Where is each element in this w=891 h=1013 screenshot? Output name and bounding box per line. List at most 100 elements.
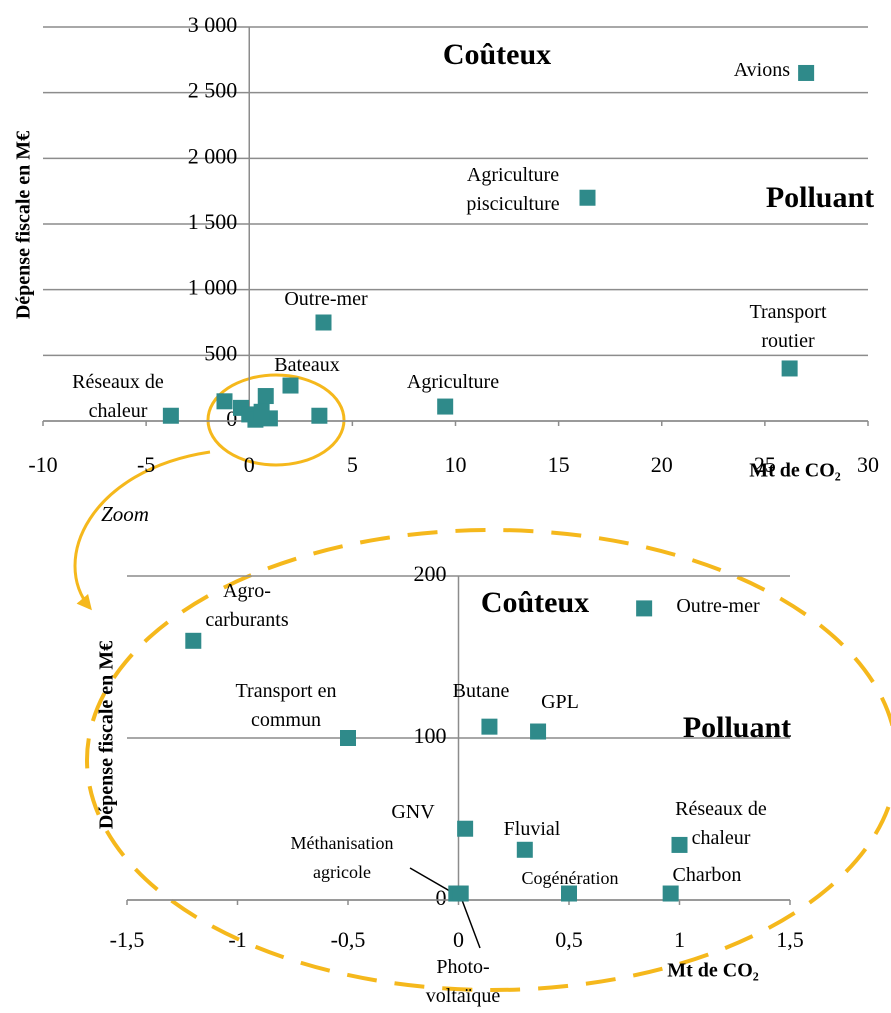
point-label-line: GPL xyxy=(541,691,579,713)
point-label-line: Réseaux de xyxy=(675,798,767,820)
point-label: Outre-mer xyxy=(284,288,368,310)
point xyxy=(781,360,798,377)
point-label-line: Fluvial xyxy=(504,818,561,840)
point xyxy=(340,730,356,746)
point-label-line: carburants xyxy=(205,609,289,631)
point-label-line: routier xyxy=(761,330,815,352)
point xyxy=(315,314,332,331)
point-label-line: Avions xyxy=(734,59,791,81)
point-label-line: Charbon xyxy=(673,864,742,886)
point xyxy=(185,632,202,649)
point-label: Butane xyxy=(453,680,510,702)
point xyxy=(437,398,454,415)
y-tick-label: 1 000 xyxy=(188,275,238,300)
annotation: Polluant xyxy=(766,181,874,214)
point-label-line: Agro- xyxy=(223,580,271,602)
x-tick-label: -0,5 xyxy=(331,927,366,952)
x-tick-label: -10 xyxy=(28,452,57,477)
point xyxy=(257,388,274,405)
x-tick-label: 5 xyxy=(347,452,358,477)
point xyxy=(516,841,533,858)
x-tick-label: -5 xyxy=(137,452,155,477)
point-label-line: Réseaux de xyxy=(72,371,164,393)
y-axis-title: Dépense fiscale en M€ xyxy=(13,131,35,319)
y-tick-label: 2 500 xyxy=(188,78,238,103)
point-label-line: Butane xyxy=(453,680,510,702)
point-label-line: Transport en xyxy=(236,680,337,702)
annotation: Coûteux xyxy=(481,586,589,619)
x-tick-label: 0 xyxy=(453,927,464,952)
x-tick-label: 15 xyxy=(548,452,570,477)
x-tick-label: 30 xyxy=(857,452,879,477)
point xyxy=(216,393,233,410)
x-tick-label: 0,5 xyxy=(555,927,583,952)
point-label: Cogénération xyxy=(522,868,619,888)
x-axis-title: Mt de CO₂ xyxy=(749,460,841,482)
point-label-line: Agriculture xyxy=(467,164,559,186)
point xyxy=(282,377,299,394)
point-label: Photo-voltaïque xyxy=(426,956,501,1007)
x-tick-label: 1 xyxy=(674,927,685,952)
point-label-line: Agriculture xyxy=(407,371,499,393)
x-tick-label: 20 xyxy=(651,452,673,477)
point xyxy=(579,189,596,206)
annotation: Polluant xyxy=(683,711,791,744)
point xyxy=(662,885,679,902)
zoom-label: Zoom xyxy=(101,502,149,526)
zoom-ellipse xyxy=(206,373,346,467)
point-label-line: chaleur xyxy=(89,400,148,422)
point xyxy=(671,836,688,853)
point-label-line: agricole xyxy=(313,862,371,882)
point-label: Réseaux de chaleur xyxy=(72,371,164,422)
y-tick-label: 2 000 xyxy=(188,143,238,168)
point-label: Transport routier xyxy=(749,301,826,352)
point xyxy=(798,64,815,81)
zoom-arrow xyxy=(73,450,211,611)
annotation: Coûteux xyxy=(443,38,551,71)
x-tick-label: -1 xyxy=(228,927,246,952)
y-tick-label: 0 xyxy=(226,406,237,431)
y-tick-label: 500 xyxy=(204,340,237,365)
point-label-line: Transport xyxy=(749,301,826,323)
y-tick-label: 100 xyxy=(414,723,447,748)
point-label: Transport en commun xyxy=(236,680,337,731)
point xyxy=(561,885,577,902)
point xyxy=(162,407,179,424)
point-label: Méthanisation agricole xyxy=(291,833,394,882)
point-label-line: GNV xyxy=(391,801,435,823)
point xyxy=(481,718,498,735)
y-axis-title: Dépense fiscale en M€ xyxy=(96,641,118,829)
y-tick-label: 1 500 xyxy=(188,209,238,234)
point xyxy=(311,407,328,424)
point-label-line: Photo- xyxy=(436,956,489,978)
point-label: Charbon xyxy=(673,864,742,886)
point xyxy=(530,723,547,740)
point-label-line: commun xyxy=(251,709,321,731)
x-tick-label: 1,5 xyxy=(776,927,804,952)
y-tick-label: 3 000 xyxy=(188,12,238,37)
y-tick-label: 0 xyxy=(436,885,447,910)
x-tick-label: 10 xyxy=(445,452,467,477)
point-label-line: Cogénération xyxy=(522,868,619,888)
point-label: Avions xyxy=(734,59,791,81)
point-label: Bateaux xyxy=(274,354,340,376)
zoom-area xyxy=(85,528,891,992)
point-label: Fluvial xyxy=(504,818,561,840)
leader-line xyxy=(461,899,481,949)
x-axis-title: Mt de CO₂ xyxy=(667,960,759,982)
point xyxy=(457,820,474,837)
point-label: GNV xyxy=(391,801,435,823)
point xyxy=(452,885,469,902)
point-label-line: chaleur xyxy=(692,827,751,849)
point-label-line: Méthanisation xyxy=(291,833,394,853)
point-label-line: voltaïque xyxy=(426,985,501,1007)
point-label: Réseaux de chaleur xyxy=(675,798,767,849)
point-label: Agriculture pisciculture xyxy=(466,164,559,215)
point-label: Agro-carburants xyxy=(205,580,289,631)
point-label: Agriculture xyxy=(407,371,499,393)
leader-line xyxy=(409,867,456,895)
point xyxy=(253,403,270,420)
point-label-line: Bateaux xyxy=(274,354,340,376)
